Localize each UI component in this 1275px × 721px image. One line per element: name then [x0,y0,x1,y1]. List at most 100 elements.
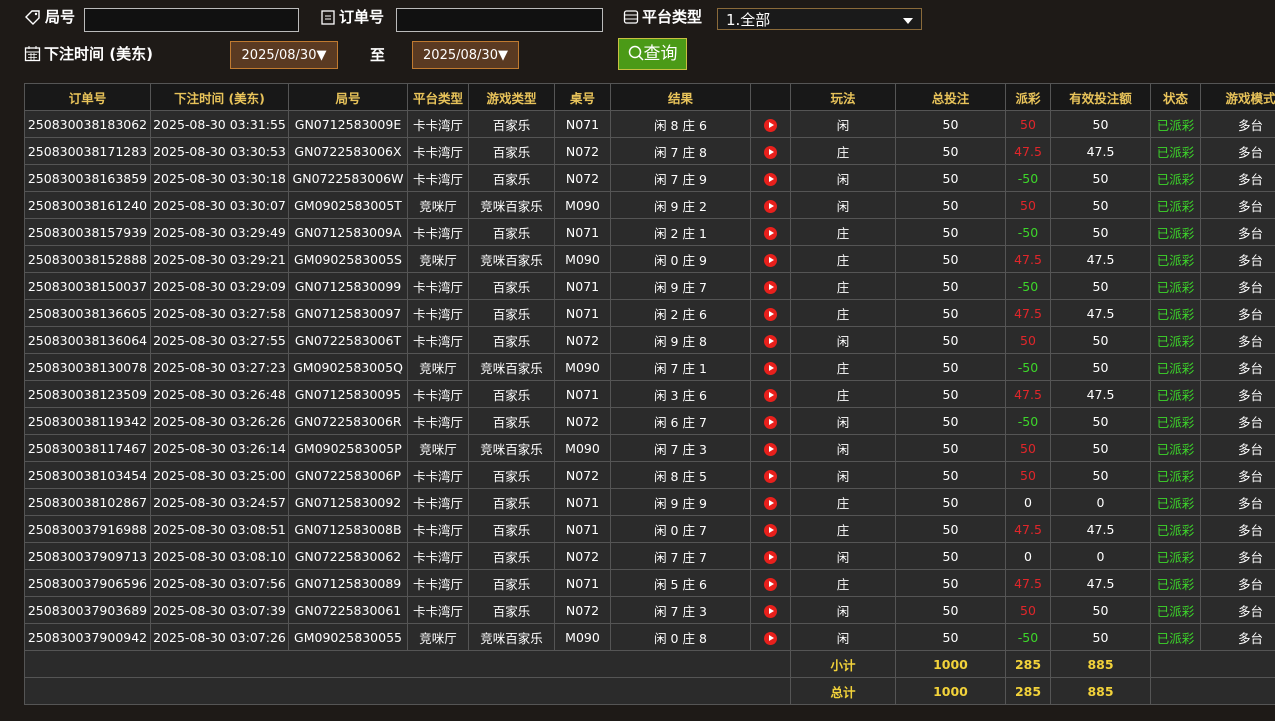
cell: 庄 [790,137,896,165]
replay-icon[interactable] [764,496,777,510]
replay-icon[interactable] [764,604,777,618]
cell: 多台 [1200,461,1275,489]
cell: 闲 7 庄 3 [610,434,751,462]
replay-icon[interactable] [764,145,777,159]
cell: 250830038136064 [24,326,151,354]
replay-icon[interactable] [764,334,777,348]
cell: 50 [895,353,1006,381]
cell: 庄 [790,218,896,246]
cell: 多台 [1200,407,1275,435]
cell: 250830037903689 [24,596,151,624]
cell: GM09025830055 [288,623,408,651]
cell: -50 [1005,218,1051,246]
replay-cell [750,353,791,381]
search-button[interactable]: 查询 [618,38,687,70]
replay-icon[interactable] [764,172,777,186]
cell: 百家乐 [468,218,555,246]
column-header: 总投注 [895,83,1006,111]
cell: 50 [1050,191,1151,219]
column-header: 下注时间 (美东) [150,83,289,111]
replay-icon[interactable] [764,226,777,240]
cell: M090 [554,191,611,219]
cell: 250830038150037 [24,272,151,300]
replay-icon[interactable] [764,307,777,321]
replay-cell [750,272,791,300]
cell: 竞咪百家乐 [468,191,555,219]
cell: GN07125830097 [288,299,408,327]
cell: 多台 [1200,272,1275,300]
round-input[interactable] [84,8,299,32]
order-row: 250830037916988 2025-08-30 03:08:51 GN0712… [24,515,1275,543]
cell: 闲 [790,434,896,462]
cell: 50 [895,380,1006,408]
cell: 250830038183062 [24,110,151,138]
replay-icon[interactable] [764,280,777,294]
cell: 庄 [790,245,896,273]
search-icon [628,45,644,61]
replay-cell [750,488,791,516]
summary-valid-bet: 885 [1050,677,1151,705]
cell: 0 [1005,542,1051,570]
cell: 庄 [790,380,896,408]
table-body: 250830038183062 2025-08-30 03:31:55 GN0712… [24,110,1275,705]
cell: GM0902583005Q [288,353,408,381]
column-header: 桌号 [554,83,611,111]
column-header [750,83,791,111]
header-row: 订单号 下注时间 (美东) 局号 平台类型 游戏类型 桌号 结果 玩法 总投注 派彩 有效投注额 状态… [24,83,1275,111]
replay-icon[interactable] [764,523,777,537]
replay-icon[interactable] [764,631,777,645]
cell: 竞咪厅 [407,191,469,219]
cell: M090 [554,245,611,273]
replay-icon[interactable] [764,577,777,591]
cell: 竞咪厅 [407,623,469,651]
replay-icon[interactable] [764,442,777,456]
cell: 多台 [1200,488,1275,516]
cell: 2025-08-30 03:29:21 [150,245,289,273]
date-from[interactable]: 2025/08/30▼ [230,41,338,69]
replay-icon[interactable] [764,550,777,564]
summary-valid-bet: 885 [1050,650,1151,678]
cell: 闲 2 庄 1 [610,218,751,246]
platform-select[interactable]: 1.全部 [717,8,922,30]
cell: 卡卡湾厅 [407,596,469,624]
cell: 庄 [790,299,896,327]
replay-icon[interactable] [764,415,777,429]
cell: 多台 [1200,434,1275,462]
replay-icon[interactable] [764,469,777,483]
cell: 闲 3 庄 6 [610,380,751,408]
order-row: 250830038183062 2025-08-30 03:31:55 GN0712… [24,110,1275,138]
cell: 2025-08-30 03:07:39 [150,596,289,624]
cell: N071 [554,272,611,300]
cell: 50 [895,218,1006,246]
cell: 50 [1050,218,1151,246]
cell: 闲 9 庄 2 [610,191,751,219]
cell: 47.5 [1005,299,1051,327]
order-row: 250830037906596 2025-08-30 03:07:56 GN0712… [24,569,1275,597]
replay-icon[interactable] [764,361,777,375]
replay-icon[interactable] [764,199,777,213]
cell: 50 [1005,110,1051,138]
date-to[interactable]: 2025/08/30▼ [412,41,519,69]
cell: 47.5 [1050,569,1151,597]
cell: 卡卡湾厅 [407,137,469,165]
cell: 2025-08-30 03:27:58 [150,299,289,327]
cell: 2025-08-30 03:08:10 [150,542,289,570]
cell: -50 [1005,272,1051,300]
cell: 2025-08-30 03:31:55 [150,110,289,138]
cell: 多台 [1200,380,1275,408]
cell: 50 [1005,596,1051,624]
cell: GN0712583009E [288,110,408,138]
replay-icon[interactable] [764,118,777,132]
order-input[interactable] [396,8,603,32]
order-row: 250830038103454 2025-08-30 03:25:00 GN0722… [24,461,1275,489]
replay-icon[interactable] [764,253,777,267]
cell: 50 [1005,326,1051,354]
cell: 47.5 [1005,380,1051,408]
cell: 47.5 [1050,137,1151,165]
cell: 47.5 [1050,299,1151,327]
cell: 已派彩 [1150,569,1201,597]
replay-icon[interactable] [764,388,777,402]
cell: 已派彩 [1150,407,1201,435]
cell: 250830038171283 [24,137,151,165]
cell: 250830037900942 [24,623,151,651]
